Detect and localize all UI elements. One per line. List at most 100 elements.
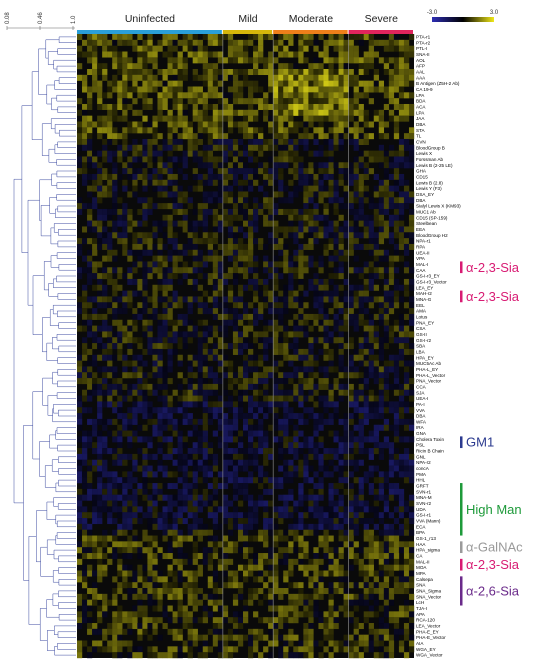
group-bar (348, 30, 413, 34)
heatmap-cell (162, 413, 168, 420)
heatmap-cell (137, 378, 143, 385)
heatmap-cell (127, 302, 133, 309)
heatmap-cell (157, 588, 163, 595)
heatmap-cell (273, 220, 279, 227)
heatmap-cell (288, 74, 294, 81)
heatmap-cell (217, 68, 224, 76)
heatmap-cell (313, 179, 319, 186)
heatmap-cell (298, 185, 304, 192)
heatmap-cell (187, 278, 193, 285)
heatmap-cell (283, 418, 289, 425)
heatmap-cell (328, 220, 334, 227)
heatmap-cell (353, 413, 359, 420)
heatmap-cell (177, 337, 183, 344)
heatmap-cell (182, 103, 188, 111)
heatmap-cell (293, 547, 299, 554)
heatmap-cell (132, 477, 138, 484)
heatmap-cell (253, 179, 259, 186)
heatmap-cell (283, 372, 289, 379)
heatmap-cell (227, 238, 234, 245)
heatmap-cell (253, 127, 259, 134)
heatmap-cell (242, 518, 249, 525)
heatmap-cell (318, 267, 324, 274)
heatmap-cell (273, 628, 279, 635)
heatmap-cell (308, 284, 314, 291)
heatmap-cell (152, 261, 158, 268)
heatmap-cell (303, 103, 309, 111)
heatmap-cell (308, 179, 314, 186)
heatmap-cell (303, 302, 309, 309)
heatmap-cell (288, 284, 294, 291)
heatmap-cell (182, 535, 188, 542)
heatmap-cell (172, 208, 178, 215)
heatmap-cell (383, 407, 390, 414)
heatmap-cell (202, 558, 208, 565)
heatmap-cell (343, 477, 349, 484)
heatmap-cell (202, 488, 208, 495)
heatmap-cell (313, 389, 319, 396)
heatmap-cell (147, 407, 153, 414)
heatmap-cell (87, 226, 93, 233)
heatmap-cell (142, 267, 148, 274)
heatmap-cell (353, 121, 359, 128)
heatmap-cell (97, 273, 103, 280)
heatmap-cell (398, 63, 405, 70)
heatmap-cell (343, 424, 349, 431)
heatmap-cell (388, 68, 395, 76)
heatmap-cell (147, 203, 153, 210)
heatmap-cell (127, 103, 133, 111)
heatmap-cell (172, 500, 178, 507)
heatmap-cell (242, 302, 249, 309)
heatmap-cell (197, 74, 203, 81)
heatmap-cell (92, 226, 98, 233)
heatmap-cell (137, 389, 143, 396)
heatmap-cell (217, 162, 224, 169)
heatmap-cell (242, 249, 249, 256)
heatmap-cell (127, 255, 133, 262)
heatmap-cell (373, 430, 379, 437)
heatmap-cell (368, 348, 374, 355)
heatmap-cell (162, 611, 168, 618)
heatmap-cell (333, 430, 339, 437)
heatmap-cell (127, 570, 133, 577)
heatmap-cell (137, 92, 143, 99)
heatmap-cell (408, 133, 415, 140)
heatmap-cell (408, 395, 415, 402)
heatmap-cell (237, 383, 244, 390)
heatmap-cell (363, 401, 369, 408)
heatmap-cell (212, 226, 219, 233)
heatmap-cell (197, 115, 203, 122)
heatmap-cell (102, 232, 108, 239)
heatmap-cell (278, 378, 284, 385)
heatmap-cell (293, 325, 299, 332)
heatmap-cell (358, 138, 364, 145)
heatmap-cell (248, 103, 254, 111)
heatmap-cell (328, 296, 334, 303)
heatmap-cell (353, 529, 359, 536)
heatmap-cell (237, 197, 244, 204)
heatmap-cell (298, 103, 304, 111)
heatmap-cell (328, 553, 334, 560)
heatmap-cell (288, 442, 294, 449)
heatmap-cell (237, 284, 244, 291)
heatmap-cell (237, 348, 244, 355)
heatmap-cell (248, 436, 254, 443)
heatmap-cell (82, 372, 88, 379)
heatmap-cell (278, 646, 284, 653)
heatmap-cell (253, 98, 259, 105)
heatmap-cell (112, 354, 118, 361)
heatmap-cell (368, 261, 374, 268)
heatmap-cell (147, 483, 153, 490)
heatmap-cell (112, 103, 118, 111)
heatmap-cell (258, 564, 264, 571)
heatmap-cell (187, 483, 193, 490)
heatmap-cell (253, 68, 259, 76)
heatmap-cell (338, 500, 344, 507)
heatmap-cell (388, 57, 395, 64)
heatmap-cell (278, 588, 284, 595)
heatmap-cell (283, 448, 289, 455)
heatmap-cell (147, 331, 153, 338)
heatmap-cell (263, 582, 269, 589)
heatmap-cell (207, 389, 214, 396)
heatmap-cell (202, 383, 208, 390)
